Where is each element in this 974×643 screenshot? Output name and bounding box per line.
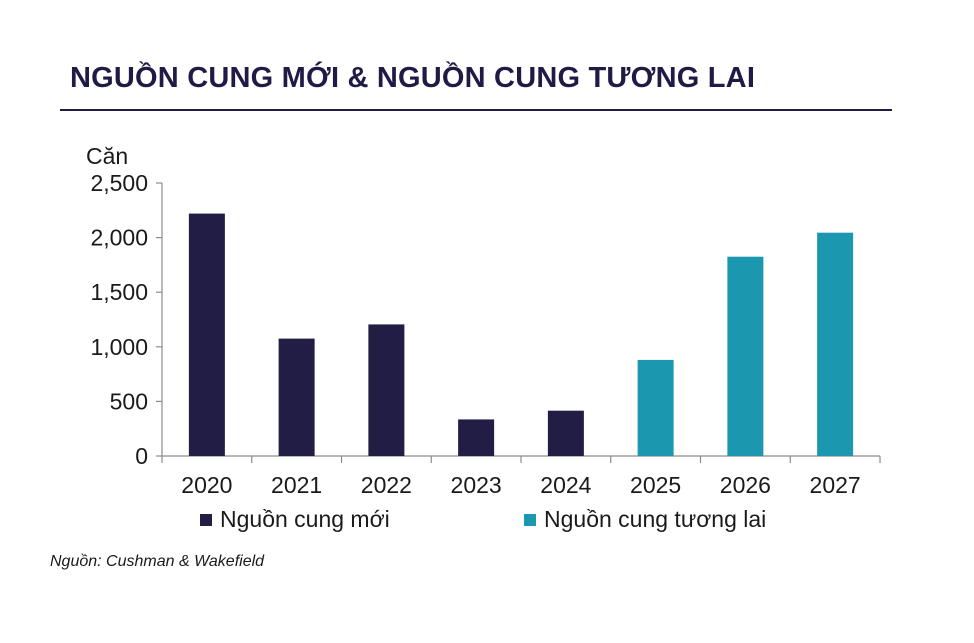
legend-item-new-supply: Nguồn cung mới: [200, 506, 390, 533]
y-tick-label: 0: [135, 443, 148, 469]
x-tick-label: 2027: [810, 472, 861, 498]
bar-2023: [458, 419, 495, 456]
x-tick-label: 2025: [630, 472, 681, 498]
y-tick-label: 2,500: [90, 170, 148, 196]
x-tick-label: 2024: [540, 472, 591, 498]
bar-2020: [188, 213, 225, 456]
title-divider: [60, 109, 892, 111]
bar-2027: [817, 232, 854, 456]
y-tick-label: 1,000: [90, 334, 148, 360]
x-tick-label: 2020: [181, 472, 232, 498]
bar-2022: [368, 324, 405, 456]
chart-title: NGUỒN CUNG MỚI & NGUỒN CUNG TƯƠNG LAI: [70, 62, 756, 94]
source-note: Nguồn: Cushman & Wakefield: [50, 553, 265, 570]
legend-item-future-supply: Nguồn cung tương lai: [524, 506, 766, 533]
legend-swatch-new-supply: [200, 513, 212, 526]
bar-2024: [547, 410, 584, 456]
x-tick-label: 2026: [720, 472, 771, 498]
y-tick-label: 2,000: [90, 225, 148, 251]
y-tick-label: 1,500: [90, 279, 148, 305]
x-tick-label: 2021: [271, 472, 322, 498]
y-tick-label: 500: [110, 388, 148, 414]
x-tick-label: 2022: [361, 472, 412, 498]
bar-2026: [727, 256, 764, 456]
bar-2021: [278, 338, 315, 456]
x-tick-label: 2023: [451, 472, 502, 498]
legend-label-new-supply: Nguồn cung mới: [220, 506, 390, 532]
legend-swatch-future-supply: [524, 513, 536, 526]
legend-label-future-supply: Nguồn cung tương lai: [544, 506, 767, 532]
bar-2025: [637, 359, 674, 456]
y-axis-label: Căn: [86, 143, 129, 169]
